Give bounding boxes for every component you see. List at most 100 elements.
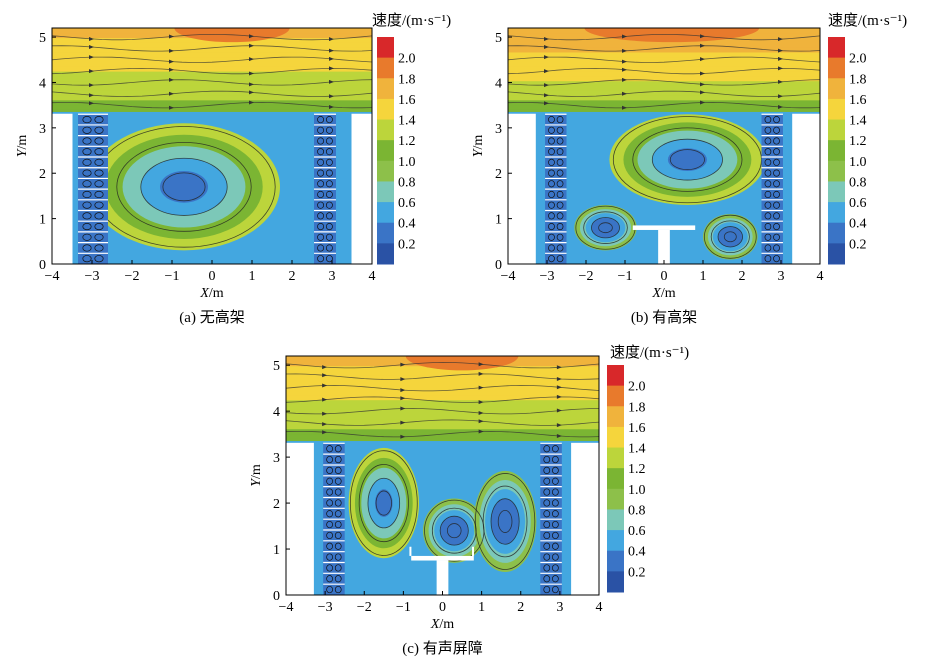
facade-vortex — [543, 466, 551, 475]
facade-vortex — [82, 201, 92, 209]
facade-vortex — [82, 180, 92, 188]
colorbar-band — [828, 37, 845, 59]
facade-vortex — [552, 542, 559, 550]
colorbar-band — [828, 160, 845, 182]
facade-vortex — [552, 510, 559, 518]
field-band — [52, 42, 372, 48]
colorbar-band — [607, 365, 624, 387]
field-band — [286, 385, 599, 391]
streamline-arrow — [622, 34, 627, 39]
streamline-arrow — [478, 419, 484, 424]
facade-vortex — [548, 222, 555, 231]
facade-vortex — [556, 212, 564, 220]
colorbar-title: 速度/(m·s⁻¹) — [372, 12, 451, 29]
facade-vortex — [543, 542, 551, 550]
vortex-ring — [497, 508, 513, 535]
streamline-arrow — [322, 397, 328, 402]
colorbar-label: 1.2 — [398, 134, 416, 149]
colorbar-band — [607, 550, 624, 572]
facade-vortex — [552, 499, 559, 507]
building — [571, 442, 599, 595]
streamline-arrow — [322, 430, 328, 435]
streamline-arrow — [778, 66, 783, 71]
chart-panel-3: −4 −3 −2 −1 0 1 2 3 4 0 1 2 3 4 5 X/m Y/m (c) 有声屏障 2.0 1.8 1… — [249, 344, 689, 657]
facade-vortex — [94, 201, 104, 209]
streamline — [52, 56, 372, 63]
facade-vortex — [82, 137, 92, 145]
facade-vortex — [773, 201, 780, 209]
facade-vortex — [548, 126, 555, 134]
field-band — [52, 90, 372, 96]
colorbar-band — [607, 571, 624, 593]
vortex-streamline — [349, 450, 418, 556]
colorbar-band — [377, 98, 394, 121]
facade-vortex — [556, 180, 564, 188]
field-band — [286, 409, 599, 415]
colorbar-label: 0.8 — [849, 175, 867, 190]
y-tick-label: 2 — [495, 167, 502, 182]
field-band — [508, 99, 820, 106]
vortex-ring — [597, 222, 614, 234]
facade-vortex — [334, 531, 342, 540]
colorbar-label: 1.4 — [849, 114, 867, 129]
streamline-arrow — [544, 101, 549, 106]
facade-vortex — [773, 244, 780, 252]
streamline-arrow — [556, 394, 562, 399]
facade-vortex — [325, 169, 333, 177]
jet-highlight — [584, 28, 760, 43]
vortex-streamline — [474, 473, 536, 570]
facade-vortex — [334, 542, 342, 550]
field-band — [286, 399, 599, 406]
colorbar-label: 1.4 — [628, 442, 646, 457]
vortex-streamline — [591, 217, 620, 239]
y-axis-label: Y/m — [471, 135, 486, 158]
facade-vortex — [94, 137, 104, 145]
facade-vortex — [764, 116, 772, 124]
streamline-arrow — [778, 56, 783, 61]
x-tick-label: 3 — [556, 600, 563, 615]
streamline-arrow — [89, 55, 94, 60]
facade-vortex — [548, 233, 555, 241]
facade-vortex — [334, 477, 342, 485]
x-tick-label: −3 — [85, 269, 100, 284]
facade-vortex — [556, 169, 564, 177]
field-band — [508, 61, 820, 67]
vortex-streamline — [367, 477, 401, 529]
facade-vortex — [325, 244, 333, 252]
streamline-arrow — [329, 48, 334, 53]
facade-vortex — [334, 553, 342, 561]
streamline-arrow — [700, 34, 705, 39]
colorbar-label: 1.4 — [398, 114, 416, 129]
vortex-ring — [160, 170, 208, 203]
colorbar-band — [377, 181, 394, 203]
streamline-arrow — [544, 83, 549, 88]
colorbar-label: 1.2 — [628, 462, 646, 477]
panel-caption: (c) 有声屏障 — [402, 639, 482, 657]
colorbar-label: 1.6 — [398, 93, 416, 108]
streamline-arrow — [544, 45, 549, 50]
y-tick-label: 5 — [39, 31, 46, 46]
vortex-streamline — [358, 464, 409, 543]
streamline-arrow — [700, 57, 705, 62]
colorbar-band — [377, 160, 394, 182]
x-tick-label: 1 — [249, 269, 256, 284]
facade-vortex — [325, 137, 333, 145]
field-band — [508, 80, 820, 86]
field-band — [286, 380, 599, 386]
facade-vortex — [552, 466, 559, 475]
streamline-arrow — [249, 82, 254, 87]
streamline-arrow — [329, 66, 334, 71]
colorbar-band — [828, 243, 845, 265]
facade-vortex — [326, 455, 333, 464]
facade-vortex — [326, 488, 333, 496]
streamline-arrow — [400, 377, 406, 382]
x-tick-label: 0 — [661, 269, 668, 284]
facade-vortex — [326, 499, 333, 507]
colorbar-label: 0.4 — [398, 217, 416, 232]
streamline-arrow — [622, 77, 627, 82]
facade-vortex — [543, 488, 551, 496]
x-tick-label: 3 — [778, 269, 785, 284]
x-tick-label: −1 — [165, 269, 180, 284]
facade-vortex — [543, 553, 551, 561]
streamline — [52, 101, 372, 109]
